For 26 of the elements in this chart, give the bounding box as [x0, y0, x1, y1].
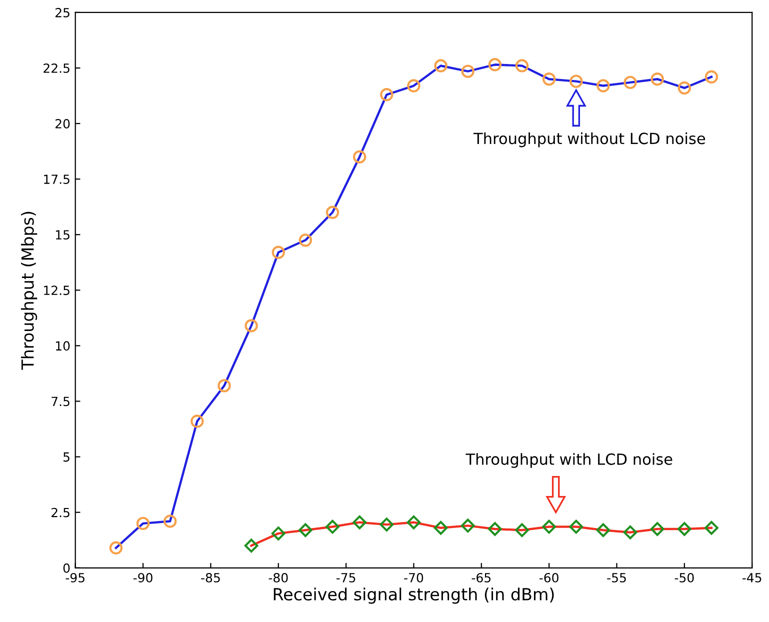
y-tick-label: 5: [64, 452, 70, 462]
y-tick-label: 7.5: [52, 396, 70, 406]
x-tick-label: -75: [336, 573, 356, 582]
x-axis-title: Received signal strength (in dBm): [274, 588, 554, 604]
y-tick-label: 25: [56, 8, 70, 18]
x-tick-label: -50: [674, 572, 694, 582]
x-tick-label: -65: [472, 572, 491, 582]
x-tick-label: -85: [201, 572, 220, 582]
x-tick-label: -80: [268, 572, 288, 582]
x-tick-label: -90: [133, 572, 152, 582]
annotation: Throughput with LCD noise: [466, 453, 672, 468]
y-tick-label: 22.5: [44, 63, 70, 73]
x-tick-label: -70: [404, 572, 424, 582]
y-tick-label: 12.5: [44, 286, 70, 296]
y-tick-label: 15: [56, 230, 70, 240]
y-tick-label: 17.5: [44, 174, 70, 184]
x-tick-label: -95: [66, 572, 84, 582]
y-axis-title: Throughput (Mbps): [20, 212, 38, 370]
x-tick-label: -45: [742, 573, 762, 582]
annotation: Throughput without LCD noise: [473, 132, 706, 148]
y-tick-label: 0: [63, 563, 70, 573]
y-tick-label: 20: [56, 119, 70, 128]
x-tick-label: -60: [539, 572, 558, 582]
y-tick-label: 2.5: [52, 508, 70, 518]
y-tick-label: 10: [56, 341, 70, 351]
x-tick-label: -55: [607, 573, 626, 582]
